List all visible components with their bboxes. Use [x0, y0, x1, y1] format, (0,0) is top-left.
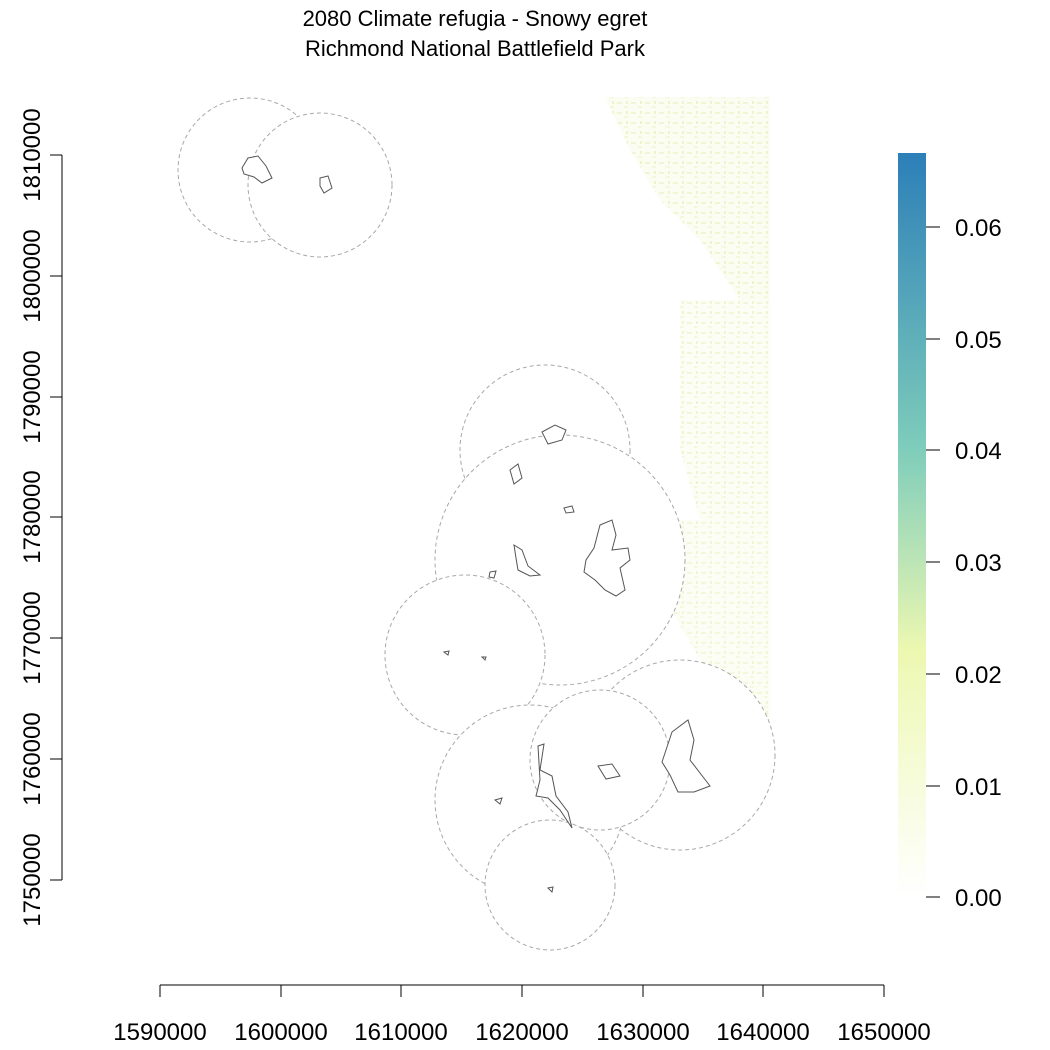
park-unit-s2 [535, 743, 573, 829]
map-title-line1: 2080 Climate refugia - Snowy egret [303, 6, 648, 31]
x-tick-label: 1620000 [475, 1019, 568, 1046]
legend-tick-label: 0.03 [955, 550, 1002, 577]
park-unit-c5 [488, 570, 497, 579]
park-units [241, 155, 711, 894]
park-unit-s3 [493, 797, 503, 805]
legend-tick-label: 0.00 [955, 885, 1002, 912]
park-unit-nw1 [241, 155, 273, 184]
y-tick-label: 1770000 [19, 591, 46, 684]
x-tick-label: 1600000 [234, 1019, 327, 1046]
buffer-zones [177, 97, 776, 951]
raster-strip-middle [680, 300, 770, 520]
x-tick-label: 1650000 [837, 1019, 930, 1046]
park-unit-main [583, 519, 631, 597]
park-unit-c4 [513, 543, 542, 577]
x-tick-label: 1630000 [596, 1019, 689, 1046]
park-unit-s4 [546, 886, 554, 894]
raster-strip-south [660, 520, 770, 720]
park-unit-c1 [541, 424, 567, 445]
y-axis: 1750000 1760000 1770000 1780000 1790000 … [19, 108, 63, 927]
x-tick-label: 1640000 [716, 1019, 809, 1046]
legend-tick-label: 0.05 [955, 327, 1002, 354]
x-axis: 1590000 1600000 1610000 1620000 1630000 … [113, 984, 931, 1046]
legend-tick-label: 0.04 [955, 438, 1002, 465]
legend-tick-label: 0.02 [955, 662, 1002, 689]
park-unit-w1 [442, 650, 450, 656]
x-tick-label: 1590000 [113, 1019, 206, 1046]
y-tick-label: 1790000 [19, 350, 46, 443]
legend-tick-label: 0.06 [955, 215, 1002, 242]
park-unit-e1 [661, 719, 711, 793]
y-tick-label: 1800000 [19, 229, 46, 322]
y-tick-label: 1810000 [19, 108, 46, 201]
park-unit-w2 [480, 656, 487, 661]
buffer-south-central [529, 689, 671, 831]
map-title-line2: Richmond National Battlefield Park [305, 36, 646, 61]
y-tick-label: 1780000 [19, 470, 46, 563]
legend-tick-label: 0.01 [955, 774, 1002, 801]
x-tick-label: 1610000 [354, 1019, 447, 1046]
color-legend: 0.00 0.01 0.02 0.03 0.04 0.05 0.06 [898, 153, 1002, 912]
park-unit-c3 [563, 505, 575, 514]
y-tick-label: 1750000 [19, 833, 46, 926]
park-unit-s1 [597, 763, 621, 780]
park-unit-c2 [509, 463, 523, 485]
y-tick-label: 1760000 [19, 712, 46, 805]
raster-strip-north [605, 97, 770, 300]
buffer-west [384, 574, 546, 736]
buffer-south [484, 819, 616, 951]
refugia-raster [605, 97, 770, 720]
park-unit-nw2 [319, 175, 333, 194]
legend-color-bar [898, 153, 926, 896]
